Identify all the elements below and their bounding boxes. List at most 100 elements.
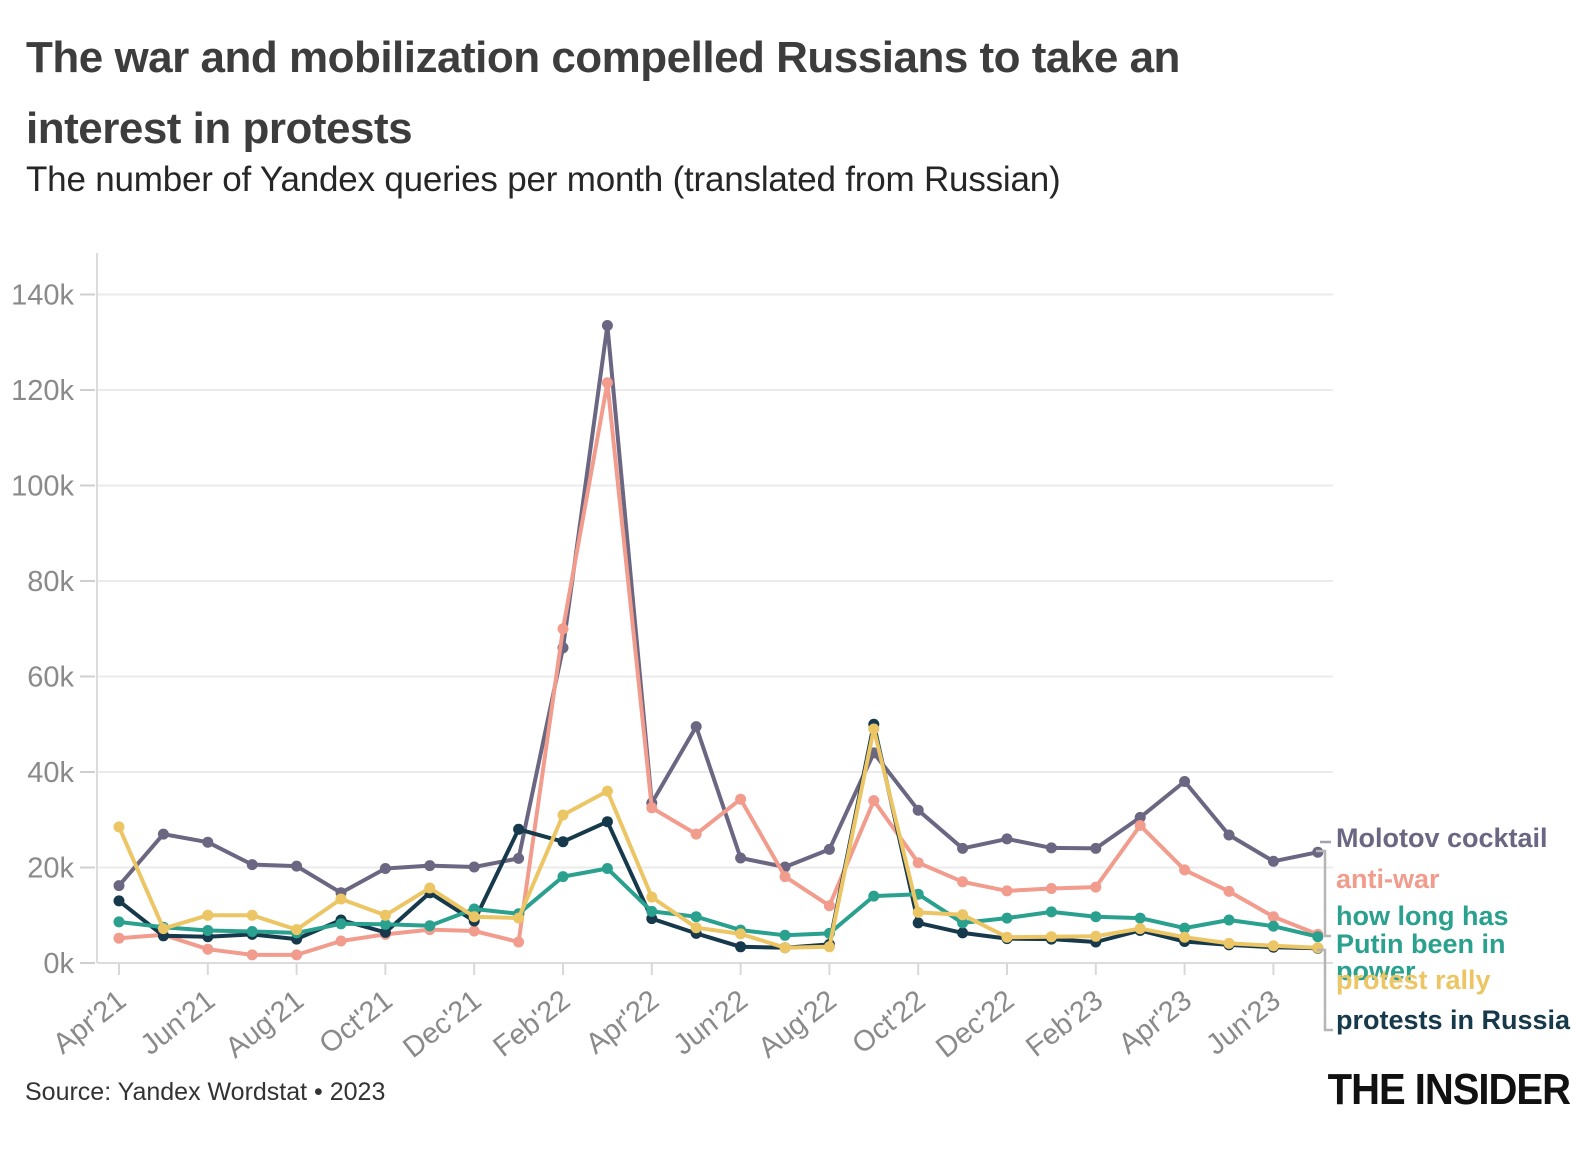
data-point-how-long-has-putin-been-in-power	[246, 926, 258, 937]
data-point-molotov-cocktail	[113, 880, 125, 892]
x-tick-label: Aug'22	[753, 984, 843, 1064]
data-point-how-long-has-putin-been-in-power	[1001, 912, 1013, 924]
series-molotov-cocktail	[113, 320, 1324, 899]
data-point-molotov-cocktail	[735, 852, 747, 864]
legend-label-molotov-cocktail: Molotov cocktail	[1336, 823, 1548, 853]
data-point-anti-war	[202, 943, 214, 955]
data-point-molotov-cocktail	[291, 860, 303, 872]
data-point-how-long-has-putin-been-in-power	[202, 925, 214, 936]
data-point-molotov-cocktail	[957, 842, 969, 854]
data-point-how-long-has-putin-been-in-power	[1267, 920, 1279, 932]
data-point-protest-rally	[1045, 931, 1057, 943]
data-point-molotov-cocktail	[690, 721, 702, 733]
data-point-protest-rally	[424, 882, 436, 894]
legend-label-putin-in-power: how long has Putin been in power	[1336, 901, 1509, 987]
data-point-anti-war	[912, 857, 924, 869]
data-point-how-long-has-putin-been-in-power	[424, 920, 436, 932]
y-tick-label: 80k	[27, 566, 74, 598]
y-tick-label: 140k	[11, 280, 74, 312]
data-point-how-long-has-putin-been-in-power	[779, 929, 791, 941]
data-point-molotov-cocktail	[1001, 833, 1013, 845]
data-point-anti-war	[690, 828, 702, 840]
data-point-how-long-has-putin-been-in-power	[1179, 922, 1191, 934]
x-tick-label: Aug'21	[220, 984, 310, 1064]
data-point-how-long-has-putin-been-in-power	[1134, 912, 1146, 924]
data-point-protest-rally	[868, 723, 880, 735]
data-point-molotov-cocktail	[1045, 842, 1057, 854]
data-point-anti-war	[823, 900, 835, 912]
y-tick-label: 60k	[27, 662, 74, 694]
data-point-protests-in-russia	[601, 816, 613, 828]
data-point-anti-war	[646, 802, 658, 814]
data-point-protest-rally	[1223, 937, 1235, 949]
data-point-protest-rally	[957, 909, 969, 921]
y-tick-label: 40k	[27, 757, 74, 789]
data-point-molotov-cocktail	[601, 320, 613, 331]
data-point-molotov-cocktail	[1223, 829, 1235, 841]
data-point-protest-rally	[291, 924, 303, 936]
data-point-how-long-has-putin-been-in-power	[1045, 906, 1057, 918]
data-point-protest-rally	[601, 785, 613, 797]
x-tick-label: Oct'22	[846, 984, 931, 1060]
data-point-protest-rally	[1312, 942, 1324, 954]
series-line-molotov-cocktail	[117, 323, 1319, 895]
data-point-protest-rally	[646, 891, 658, 903]
data-point-protest-rally	[779, 942, 791, 954]
data-point-how-long-has-putin-been-in-power	[1090, 911, 1102, 923]
chart-title-line1: The war and mobilization compelled Russi…	[26, 33, 1180, 82]
data-point-molotov-cocktail	[912, 804, 924, 816]
data-point-how-long-has-putin-been-in-power	[113, 916, 125, 928]
series-line-protest-rally	[117, 727, 1318, 950]
x-tick-label: Feb'23	[1020, 984, 1109, 1063]
chart-title-line2: interest in protests	[26, 104, 413, 154]
data-point-protest-rally	[823, 941, 835, 953]
data-point-protest-rally	[1179, 931, 1191, 943]
data-point-how-long-has-putin-been-in-power	[557, 871, 569, 883]
chart-subtitle: The number of Yandex queries per month (…	[26, 160, 1061, 199]
data-point-how-long-has-putin-been-in-power	[690, 911, 702, 923]
data-point-molotov-cocktail	[1179, 776, 1191, 787]
data-point-protests-in-russia	[379, 926, 391, 938]
x-tick-label: Apr'22	[580, 984, 665, 1060]
data-point-anti-war	[601, 377, 613, 389]
x-tick-label: Apr'21	[47, 984, 132, 1060]
data-point-protest-rally	[690, 922, 702, 934]
data-point-how-long-has-putin-been-in-power	[957, 917, 969, 929]
data-point-how-long-has-putin-been-in-power	[601, 863, 613, 874]
data-point-protests-in-russia	[557, 836, 569, 848]
data-point-molotov-cocktail	[1090, 842, 1102, 854]
data-point-anti-war	[957, 876, 969, 888]
data-point-anti-war	[1045, 883, 1057, 894]
data-point-molotov-cocktail	[379, 863, 391, 874]
data-point-anti-war	[1001, 885, 1013, 897]
data-point-molotov-cocktail	[513, 852, 525, 864]
data-point-protest-rally	[468, 911, 480, 923]
data-point-protest-rally	[113, 821, 125, 833]
data-point-anti-war	[779, 871, 791, 883]
data-point-protest-rally	[912, 906, 924, 918]
data-point-protest-rally	[1001, 931, 1013, 943]
data-point-anti-war	[1090, 881, 1102, 893]
data-point-protest-rally	[1090, 930, 1102, 942]
data-point-anti-war	[735, 793, 747, 805]
data-point-anti-war	[1223, 885, 1235, 897]
data-point-protests-in-russia	[957, 927, 969, 939]
data-point-protests-in-russia	[513, 823, 525, 835]
data-point-molotov-cocktail	[1267, 855, 1279, 867]
data-point-molotov-cocktail	[202, 836, 214, 848]
data-point-how-long-has-putin-been-in-power	[468, 903, 480, 915]
legend-label-protest-rally: protest rally	[1336, 965, 1491, 995]
data-point-protest-rally	[1134, 923, 1146, 935]
data-point-how-long-has-putin-been-in-power	[1312, 931, 1324, 943]
series-line-how-long-has-putin-been-in-power	[118, 866, 1319, 939]
x-tick-label: Dec'22	[930, 984, 1020, 1064]
data-point-protests-in-russia	[113, 895, 125, 907]
data-point-how-long-has-putin-been-in-power	[379, 918, 391, 930]
series-protest-rally	[113, 723, 1324, 954]
data-point-anti-war	[113, 932, 125, 944]
x-tick-label: Jun'21	[135, 984, 221, 1061]
x-tick-label: Jun'22	[668, 984, 754, 1061]
y-tick-label: 100k	[11, 471, 74, 503]
data-point-anti-war	[468, 925, 480, 937]
